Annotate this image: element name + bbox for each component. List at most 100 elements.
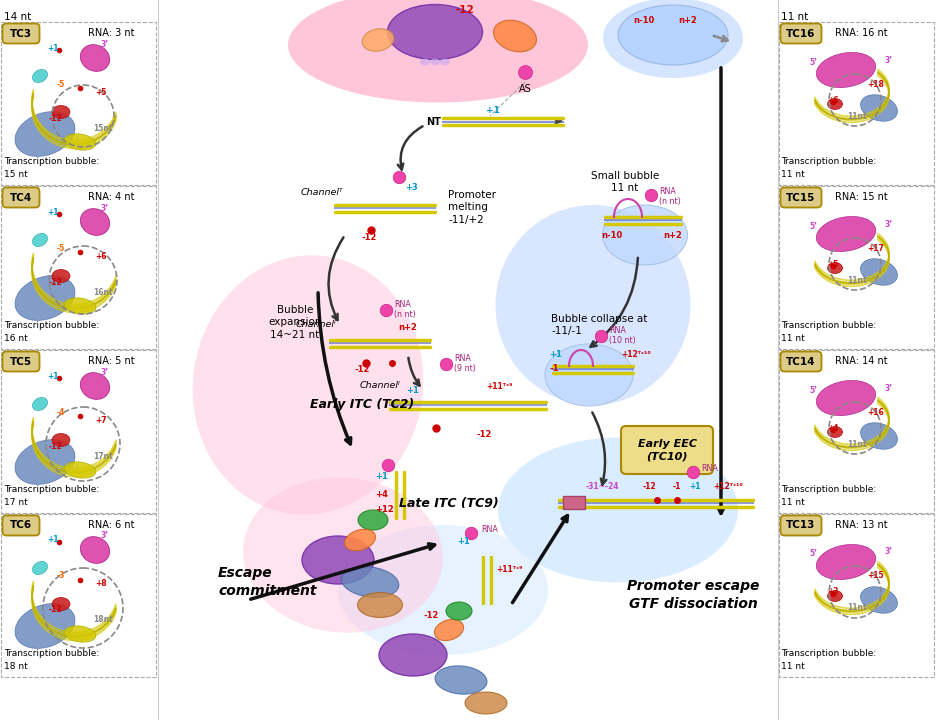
Ellipse shape <box>52 433 70 446</box>
Text: -12: -12 <box>476 430 491 438</box>
Text: +1: +1 <box>549 349 562 359</box>
Text: +1: +1 <box>486 106 500 114</box>
Text: Transcription bubble:: Transcription bubble: <box>4 649 99 658</box>
Text: -12: -12 <box>361 233 376 241</box>
Text: n+2: n+2 <box>398 323 417 331</box>
Ellipse shape <box>52 106 70 119</box>
Bar <box>1 22 156 185</box>
Text: Promoter escape
GTF dissociation: Promoter escape GTF dissociation <box>627 580 759 611</box>
Bar <box>779 22 934 185</box>
Text: +1: +1 <box>47 372 59 380</box>
Text: Promoter
melting
-11/+2: Promoter melting -11/+2 <box>448 190 496 225</box>
Text: -5: -5 <box>57 79 66 89</box>
Ellipse shape <box>827 590 842 601</box>
Text: +6: +6 <box>827 96 839 104</box>
Ellipse shape <box>358 593 402 618</box>
Ellipse shape <box>80 373 110 400</box>
Ellipse shape <box>33 69 48 83</box>
Ellipse shape <box>344 529 375 551</box>
Ellipse shape <box>498 438 738 582</box>
Ellipse shape <box>33 562 48 575</box>
Text: +18: +18 <box>867 79 884 89</box>
Text: 11nt: 11nt <box>847 603 867 613</box>
Text: +1: +1 <box>375 472 388 480</box>
Text: 3’: 3’ <box>101 367 110 377</box>
Ellipse shape <box>603 0 743 78</box>
Ellipse shape <box>860 587 898 613</box>
Text: +1: +1 <box>689 482 700 490</box>
Text: Channelᴵ: Channelᴵ <box>296 320 337 329</box>
Text: +4: +4 <box>375 490 388 498</box>
Text: Small bubble
11 nt: Small bubble 11 nt <box>591 171 659 194</box>
Text: Transcription bubble:: Transcription bubble: <box>781 485 876 494</box>
Ellipse shape <box>465 692 507 714</box>
Text: -12: -12 <box>643 482 657 490</box>
Text: RNA: 6 nt: RNA: 6 nt <box>88 520 135 530</box>
Text: +1: +1 <box>47 43 59 53</box>
Text: 18nt: 18nt <box>93 616 112 624</box>
Text: 3’: 3’ <box>885 220 893 228</box>
Text: Transcription bubble:: Transcription bubble: <box>4 485 99 494</box>
Text: -12: -12 <box>49 114 63 122</box>
Text: Channelᵀ: Channelᵀ <box>301 188 344 197</box>
Ellipse shape <box>603 205 688 265</box>
FancyBboxPatch shape <box>3 516 39 536</box>
Ellipse shape <box>15 276 75 320</box>
Ellipse shape <box>193 256 423 515</box>
Text: 11 nt: 11 nt <box>781 170 805 179</box>
Text: Escape
commitment: Escape commitment <box>218 567 316 598</box>
Text: +12ᵀᶜ¹⁰: +12ᵀᶜ¹⁰ <box>621 349 651 359</box>
Text: RNA: 5 nt: RNA: 5 nt <box>88 356 135 366</box>
Text: RNA
(n nt): RNA (n nt) <box>394 300 416 320</box>
Text: -12: -12 <box>49 606 63 614</box>
Text: 5’: 5’ <box>809 549 817 559</box>
Text: -3: -3 <box>57 572 66 580</box>
Ellipse shape <box>80 209 110 235</box>
Ellipse shape <box>379 634 447 676</box>
Text: -1: -1 <box>673 482 681 490</box>
Ellipse shape <box>15 112 75 156</box>
Text: Transcription bubble:: Transcription bubble: <box>4 157 99 166</box>
Bar <box>1 186 156 349</box>
Text: 11nt: 11nt <box>847 112 867 120</box>
Text: +5: +5 <box>827 259 839 269</box>
Ellipse shape <box>434 619 463 641</box>
Text: +8: +8 <box>95 580 107 588</box>
Text: Transcription bubble:: Transcription bubble: <box>4 321 99 330</box>
Text: 3’: 3’ <box>885 384 893 392</box>
Text: Transcription bubble:: Transcription bubble: <box>781 321 876 330</box>
FancyBboxPatch shape <box>781 351 822 372</box>
Ellipse shape <box>288 0 588 102</box>
Text: +1: +1 <box>406 385 419 395</box>
Bar <box>779 514 934 677</box>
Ellipse shape <box>816 217 876 251</box>
Text: Bubble collapse at
-11/-1: Bubble collapse at -11/-1 <box>551 314 648 336</box>
Text: +1: +1 <box>47 207 59 217</box>
Ellipse shape <box>52 598 70 611</box>
Ellipse shape <box>65 298 95 314</box>
Bar <box>1 350 156 513</box>
Ellipse shape <box>65 626 95 642</box>
Text: Transcription bubble:: Transcription bubble: <box>781 157 876 166</box>
Text: RNA
(9 nt): RNA (9 nt) <box>454 354 475 374</box>
Text: +3: +3 <box>405 182 417 192</box>
FancyBboxPatch shape <box>3 24 39 43</box>
Text: Early ITC (TC2): Early ITC (TC2) <box>310 398 415 411</box>
Ellipse shape <box>435 666 487 694</box>
Text: -5: -5 <box>57 243 66 253</box>
Text: 11 nt: 11 nt <box>781 498 805 507</box>
Ellipse shape <box>80 45 110 71</box>
Text: RNA: RNA <box>481 525 498 534</box>
Text: Bubble
expansion
14~21 nt: Bubble expansion 14~21 nt <box>269 305 322 340</box>
Text: 11nt: 11nt <box>847 439 867 449</box>
Ellipse shape <box>816 53 876 88</box>
Text: n+2: n+2 <box>663 230 681 240</box>
Text: -4: -4 <box>57 408 66 416</box>
Text: n-10: n-10 <box>601 230 622 240</box>
Text: +3: +3 <box>827 588 839 596</box>
Text: TC13: TC13 <box>786 521 815 531</box>
Text: 3’: 3’ <box>101 204 110 212</box>
Text: +5: +5 <box>95 88 107 96</box>
Text: RNA: 15 nt: RNA: 15 nt <box>835 192 887 202</box>
Bar <box>563 496 585 509</box>
